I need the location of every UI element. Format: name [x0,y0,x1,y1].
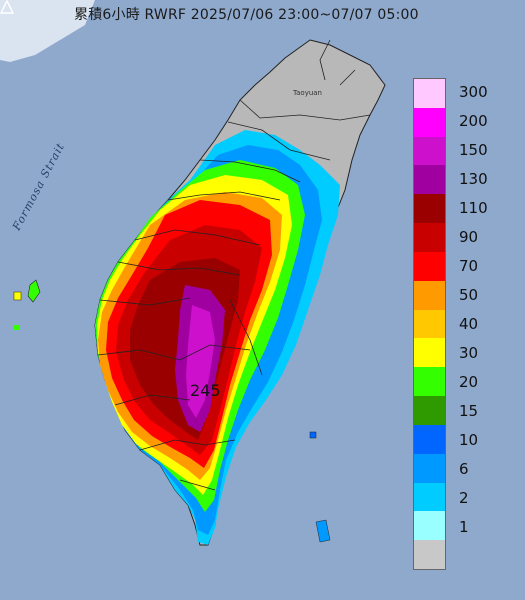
legend-label: 20 [459,372,479,391]
legend-swatch [414,280,445,310]
county-boundaries [97,39,371,491]
legend-label: 130 [459,170,488,189]
legend-swatch [414,511,445,541]
color-legend: 300 200 150 130 110 90 70 50 40 30 20 15 10 6 2 1 [413,78,523,570]
penghu-island-small [13,291,22,301]
legend-swatch [414,79,445,108]
legend-label: 15 [459,401,479,420]
legend-label: 50 [459,286,479,305]
penghu-island [27,279,41,303]
legend-color-bar [413,78,446,570]
legend-swatch [414,223,445,252]
legend-label: 30 [459,343,479,362]
legend-label: 300 [459,83,488,102]
legend-label: 6 [459,459,469,478]
rain-core-200 [186,305,215,418]
legend-label: 1 [459,517,469,536]
legend-label: 10 [459,430,479,449]
legend-swatch [414,424,445,454]
islet [14,325,19,330]
legend-label: 40 [459,315,479,333]
legend-swatch [414,338,445,368]
legend-swatch [414,482,445,512]
legend-swatch [414,165,445,195]
map-title: 累積6小時 RWRF 2025/07/06 23:00~07/07 05:00 [74,7,419,23]
legend-swatch [414,396,445,425]
legend-label: 200 [459,112,488,131]
green-island [309,431,317,439]
legend-swatch [414,194,445,224]
legend-label: 110 [459,199,488,218]
cloud-region [0,0,95,62]
legend-swatch [414,453,445,483]
legend-label: 150 [459,141,488,160]
legend-swatch [414,251,445,281]
legend-label: 70 [459,257,479,276]
triangle-marker-icon [0,0,14,14]
legend-swatch [414,367,445,397]
legend-label: 90 [459,228,479,247]
legend-swatch [414,136,445,166]
legend-label: 2 [459,488,469,507]
city-label: Taoyuan [293,89,322,97]
legend-swatch [414,309,445,339]
max-rainfall-value: 245 [190,381,221,400]
orchid-island [315,519,331,543]
legend-swatch [414,540,445,570]
legend-swatch [414,107,445,137]
